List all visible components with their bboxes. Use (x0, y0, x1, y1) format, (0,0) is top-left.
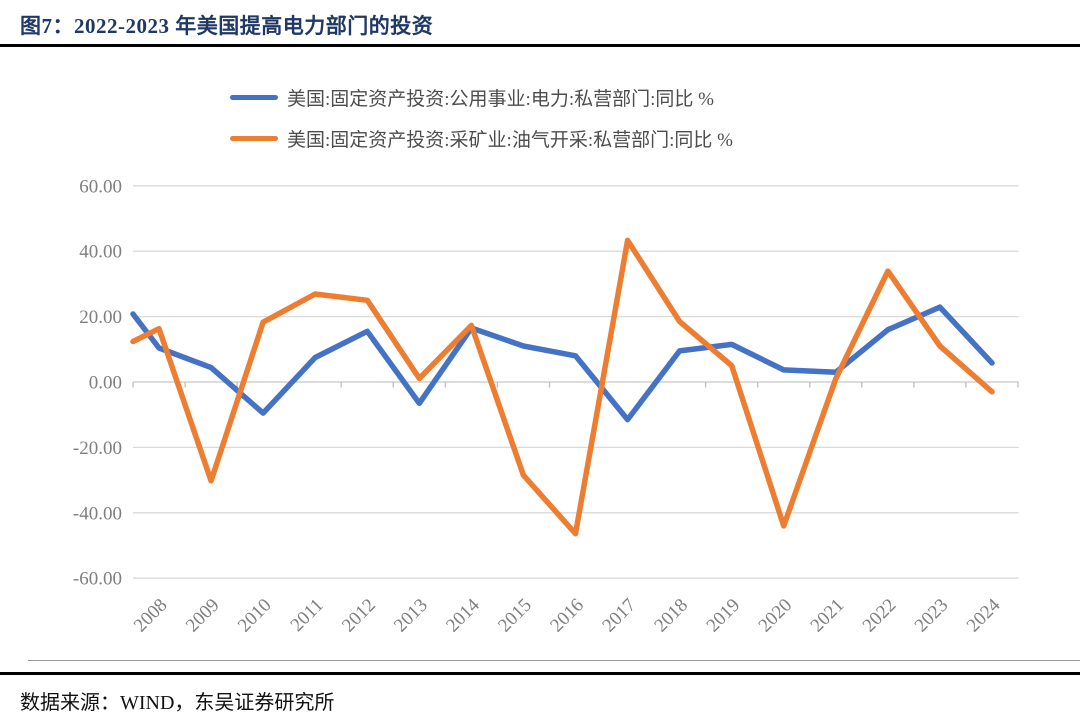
y-axis-tick-label: 40.00 (79, 242, 122, 263)
x-axis-tick-label: 2020 (755, 595, 797, 637)
legend-item-power: 美国:固定资产投资:公用事业:电力:私营部门:同比 % (230, 84, 733, 111)
x-axis-tick-label: 2016 (546, 595, 588, 637)
x-axis-tick-label: 2014 (442, 594, 484, 636)
x-axis-tick-label: 2019 (703, 595, 745, 637)
y-axis-tick-label: 0.00 (89, 373, 122, 394)
x-axis-tick-label: 2022 (859, 595, 901, 637)
x-axis-tick-label: 2011 (287, 595, 328, 636)
footer-divider-rule (0, 672, 1080, 675)
x-axis-tick-label: 2015 (494, 595, 536, 637)
legend-line-swatch-power (230, 95, 278, 100)
y-axis-tick-label: 20.00 (79, 307, 122, 328)
chart-bottom-border (28, 660, 1080, 661)
series-line-oil-gas (130, 237, 995, 537)
x-axis-tick-label: 2017 (598, 595, 640, 637)
legend-item-oil-gas: 美国:固定资产投资:采矿业:油气开采:私营部门:同比 % (230, 125, 733, 152)
x-axis-tick-label: 2018 (650, 595, 692, 637)
x-axis-tick-label: 2023 (911, 595, 953, 637)
data-source-note: 数据来源：WIND，东吴证券研究所 (20, 692, 335, 714)
y-axis-tick-label: -60.00 (73, 569, 122, 590)
y-axis-tick-label: -20.00 (73, 438, 122, 459)
x-axis-tick-label: 2009 (182, 595, 224, 637)
figure-title: 图7：2022-2023 年美国提高电力部门的投资 (20, 14, 434, 38)
x-axis-tick-label: 2010 (234, 595, 276, 637)
chart-legend: 美国:固定资产投资:公用事业:电力:私营部门:同比 % 美国:固定资产投资:采矿… (230, 84, 733, 166)
x-axis-tick-label: 2024 (963, 594, 1005, 636)
x-axis-tick-label: 2013 (390, 595, 432, 637)
y-axis-tick-label: -40.00 (73, 503, 122, 524)
x-axis-tick-label: 2021 (807, 595, 849, 637)
legend-label-oil-gas: 美国:固定资产投资:采矿业:油气开采:私营部门:同比 % (287, 130, 733, 151)
x-axis-tick-label: 2008 (130, 595, 172, 637)
x-axis-tick-label: 2012 (338, 595, 380, 637)
legend-line-swatch-oil-gas (230, 136, 278, 141)
legend-label-power: 美国:固定资产投资:公用事业:电力:私营部门:同比 % (287, 89, 714, 110)
y-axis-tick-label: 60.00 (79, 176, 122, 197)
title-divider-rule (0, 44, 1080, 47)
